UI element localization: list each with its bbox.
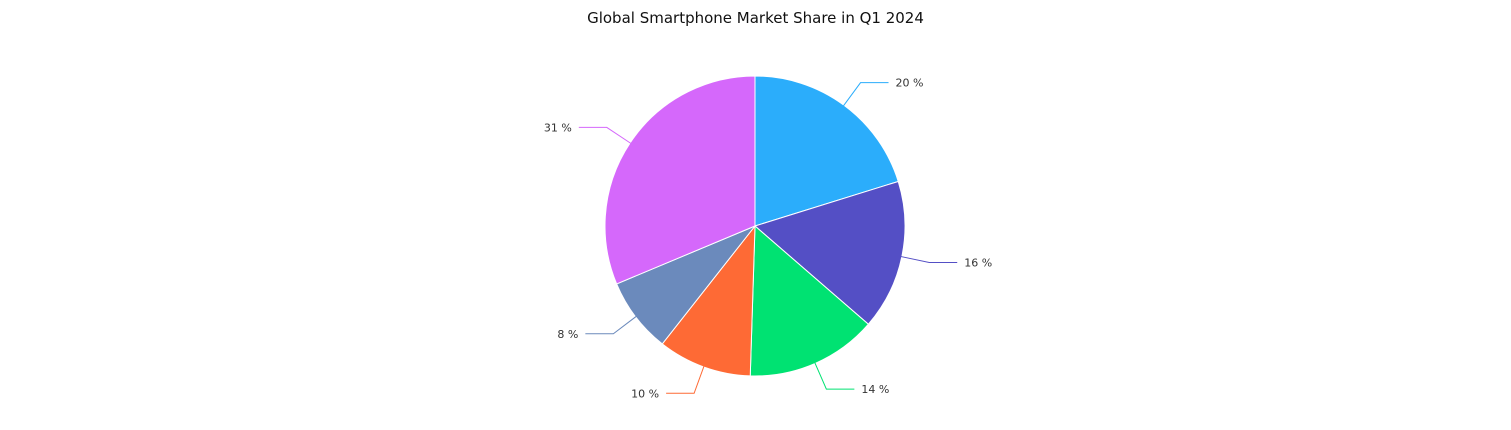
label-connector	[666, 364, 705, 394]
pie-slices	[604, 75, 906, 377]
slice-label: 14 %	[861, 383, 889, 396]
slice-labels: 20 % 16 % 14 % 10 % 8 % 31 %	[544, 77, 992, 401]
label-connector	[578, 126, 633, 145]
slice-label: 8 %	[557, 328, 578, 341]
label-connector	[813, 361, 855, 390]
label-connector	[585, 315, 638, 335]
chart-title: Global Smartphone Market Share in Q1 202…	[587, 9, 924, 27]
label-connector	[842, 82, 889, 108]
label-connectors	[578, 82, 958, 394]
label-connector	[899, 255, 958, 263]
slice-label: 31 %	[544, 121, 572, 134]
slice-label: 20 %	[896, 77, 924, 90]
slice-label: 10 %	[631, 387, 659, 400]
slice-label: 16 %	[964, 256, 992, 269]
